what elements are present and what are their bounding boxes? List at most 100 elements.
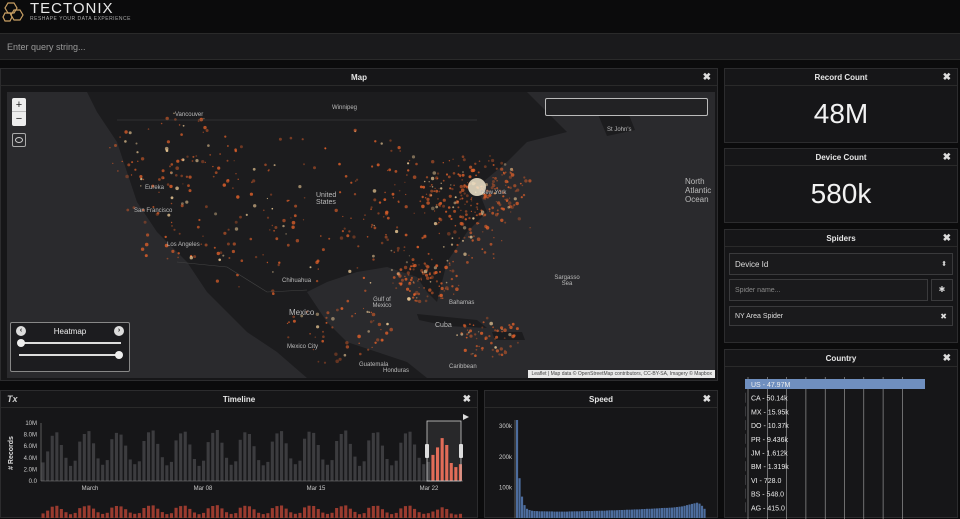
map-canvas[interactable]: Winnipeg Vancouver Eureka San Francisco …	[7, 92, 715, 378]
lasso-select-button[interactable]	[12, 133, 26, 147]
heat-point	[369, 282, 372, 284]
country-bar[interactable]	[745, 461, 746, 472]
country-bar[interactable]	[745, 433, 746, 444]
query-input[interactable]	[0, 34, 960, 59]
spider-name-input[interactable]	[729, 279, 928, 301]
timeline-play-icon[interactable]	[463, 414, 469, 420]
timeline-bar-secondary	[298, 512, 302, 518]
timeline-bar	[348, 443, 352, 481]
country-bar[interactable]	[745, 406, 746, 417]
country-bar[interactable]	[745, 379, 925, 389]
heat-point	[226, 242, 230, 246]
timeline-bar-secondary	[275, 506, 279, 518]
zoom-out-button[interactable]: −	[15, 113, 23, 125]
timeline-bar	[252, 446, 256, 481]
country-bar[interactable]	[745, 392, 746, 403]
speed-bar	[633, 509, 636, 518]
speed-bar	[678, 506, 681, 518]
heat-point	[341, 230, 344, 233]
heat-point	[474, 333, 477, 336]
heat-point	[529, 227, 531, 229]
hispaniola-landmass	[492, 332, 525, 340]
heat-point	[429, 272, 431, 274]
map-close-icon[interactable]: ✖	[702, 72, 711, 83]
heat-point	[305, 310, 309, 313]
heat-point	[425, 193, 428, 195]
heat-point	[466, 333, 469, 336]
heat-point	[466, 181, 469, 184]
map-attribution[interactable]: Leaflet | Map data © OpenStreetMap contr…	[528, 370, 715, 378]
timeline-title: Timeline	[222, 394, 256, 404]
heat-point	[420, 279, 422, 281]
timeline-chart[interactable]: 10M 8.0M 6.0M 4.0M 2.0M 0.0 # Records March Mar …	[1, 408, 477, 518]
speed-bar	[571, 511, 574, 518]
map-search-box[interactable]	[545, 98, 708, 116]
speed-close-icon[interactable]: ✖	[702, 394, 711, 405]
add-spider-button[interactable]: ✱	[931, 279, 953, 301]
heatmap-slider-2[interactable]	[19, 351, 123, 359]
timeline-close-icon[interactable]: ✖	[462, 394, 471, 405]
spider-field-select[interactable]: Device Id ⬍	[729, 253, 953, 275]
heat-point	[516, 341, 519, 344]
slider-2-knob[interactable]	[115, 351, 123, 359]
zoom-in-button[interactable]: +	[12, 98, 26, 112]
spiders-close-icon[interactable]: ✖	[942, 233, 951, 244]
label-sargasso-sea: Sargasso Sea	[554, 275, 580, 287]
heat-point	[418, 278, 420, 281]
heat-point	[478, 212, 482, 216]
country-bar[interactable]	[745, 474, 746, 485]
heatmap-prev-button[interactable]: ‹	[16, 326, 26, 336]
heat-point	[415, 162, 418, 166]
heat-point	[452, 206, 455, 209]
timeline-brush-handle[interactable]	[425, 444, 429, 458]
clear-filter-icon[interactable]: Tx	[7, 394, 18, 404]
timeline-bar	[41, 462, 45, 481]
heat-point	[124, 140, 127, 143]
heat-point	[366, 310, 369, 313]
heat-point	[245, 213, 248, 216]
spider-list-item[interactable]: NY Area Spider ✖	[729, 306, 953, 326]
device-count-close-icon[interactable]: ✖	[942, 152, 951, 163]
heat-point	[496, 179, 498, 182]
record-count-close-icon[interactable]: ✖	[942, 72, 951, 83]
logo[interactable]: TECTONIX RESHAPE YOUR DATA EXPERIENCE	[2, 1, 131, 23]
timeline-brush[interactable]	[426, 420, 462, 482]
heatmap-slider-1[interactable]	[17, 339, 121, 347]
timeline-bar-secondary	[335, 508, 339, 518]
heat-point	[173, 228, 176, 231]
heat-point	[478, 160, 481, 162]
heat-point	[325, 321, 328, 324]
label-gulf-of-mexico: Gulf of Mexico	[372, 297, 392, 309]
heat-point	[366, 236, 369, 238]
heat-point	[500, 161, 504, 165]
timeline-brush-handle[interactable]	[459, 444, 463, 458]
country-close-icon[interactable]: ✖	[942, 353, 951, 364]
speed-bar	[656, 508, 659, 518]
slider-1-knob[interactable]	[17, 339, 25, 347]
heat-point	[453, 293, 455, 295]
heat-point	[478, 345, 480, 348]
heat-point	[142, 208, 145, 212]
tectonix-logo-icon	[2, 2, 24, 22]
heat-point	[287, 336, 290, 339]
heat-point	[202, 235, 204, 237]
timeline-bar	[284, 443, 288, 481]
country-bar[interactable]	[745, 420, 746, 431]
country-bar[interactable]	[745, 502, 746, 513]
heatmap-next-button[interactable]: ›	[114, 326, 124, 336]
heat-point	[481, 326, 484, 329]
country-bar[interactable]	[745, 447, 746, 458]
timeline-bar	[275, 433, 279, 481]
spider-field-value: Device Id	[735, 259, 769, 269]
heat-point	[468, 236, 470, 238]
heat-point	[421, 195, 424, 199]
country-bar[interactable]	[745, 488, 746, 499]
heat-point	[354, 180, 357, 182]
heat-point	[344, 175, 348, 178]
heat-point	[503, 163, 507, 166]
timeline-bar	[390, 465, 394, 481]
speed-chart[interactable]: 300k 200k 100k	[485, 408, 717, 518]
remove-spider-icon[interactable]: ✖	[940, 312, 947, 321]
heat-point	[454, 224, 457, 227]
heat-point	[286, 199, 289, 202]
